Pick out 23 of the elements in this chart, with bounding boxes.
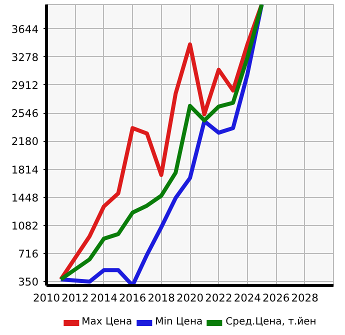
legend-label: Max Цена bbox=[82, 316, 132, 328]
y-tick-label: 350 bbox=[18, 276, 39, 289]
y-tick-label: 3278 bbox=[11, 50, 39, 64]
y-tick-label: 2180 bbox=[11, 135, 39, 148]
x-tick-label: 2022 bbox=[205, 292, 232, 304]
legend-label: Min Цена bbox=[155, 316, 203, 328]
x-tick-label: 2012 bbox=[62, 292, 89, 304]
y-tick-label: 716 bbox=[18, 248, 39, 261]
y-tick-label: 2912 bbox=[11, 78, 39, 92]
x-tick-label: 2016 bbox=[119, 292, 146, 304]
x-tick-label: 2010 bbox=[32, 292, 60, 304]
x-tick-label: 2026 bbox=[262, 292, 290, 304]
x-tick-label: 2018 bbox=[148, 292, 176, 304]
x-tick-label: 2024 bbox=[234, 292, 262, 304]
legend-label: Сред.Цена, т.йен bbox=[226, 316, 316, 328]
y-tick-label: 1082 bbox=[11, 219, 39, 232]
y-tick-label: 3644 bbox=[11, 22, 39, 36]
x-tick-label: 2014 bbox=[90, 292, 118, 304]
y-tick-label: 1448 bbox=[11, 191, 39, 204]
x-tick-label: 2028 bbox=[291, 292, 319, 304]
y-tick-label: 1814 bbox=[11, 163, 39, 176]
y-tick-label: 2546 bbox=[11, 107, 39, 120]
x-tick-label: 2020 bbox=[176, 292, 204, 304]
